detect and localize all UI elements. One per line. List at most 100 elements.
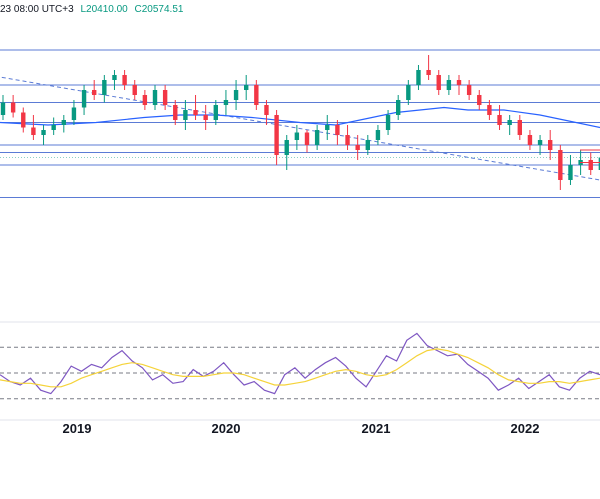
candle-body [335,125,340,135]
trend-line [0,76,600,181]
candle-body [233,90,239,100]
candle-14 [142,90,148,110]
candle-body [213,105,218,120]
candle-20 [203,105,208,130]
candle-body [365,140,370,150]
candle-12 [122,70,127,90]
candle-40 [406,80,411,105]
candle-13 [132,80,137,100]
candle-body [598,157,600,170]
candle-6 [61,115,66,133]
candle-51 [517,115,522,140]
candle-19 [193,95,198,120]
candle-body [264,105,269,115]
candle-body [588,160,593,170]
rsi-ma-line [0,348,600,388]
candle-29 [294,125,300,150]
candle-body [31,127,36,135]
candle-1 [10,95,16,118]
candle-10 [102,75,107,103]
candle-43 [436,70,441,95]
candle-16 [162,85,168,110]
price-range-marker [580,149,600,163]
candle-49 [497,105,502,130]
candle-body [0,102,6,115]
candle-body [10,102,16,113]
candle-33 [335,120,340,145]
candle-body [466,85,472,95]
candle-body [173,105,178,120]
candle-body [537,140,543,145]
candle-body [507,120,512,125]
candle-body [274,115,279,155]
candle-body [92,90,97,95]
candle-21 [213,100,218,125]
candle-body [21,112,26,128]
x-tick-label-2022: 2022 [511,421,540,436]
candle-body [61,120,66,125]
candle-body [294,132,300,140]
candle-47 [477,90,482,110]
candle-31 [314,125,320,150]
candle-9 [92,80,97,100]
candle-body [112,75,117,80]
ohlc-header: 23 08:00 UTC+3 L20410.00 C20574.51 [0,0,187,20]
candle-44 [446,75,452,95]
candle-body [132,85,137,95]
candle-body [304,132,310,145]
candle-4 [41,125,46,145]
candle-53 [537,135,543,155]
candle-body [71,107,77,120]
x-tick-label-2020: 2020 [212,421,241,436]
candle-body [426,70,431,75]
candle-27 [274,110,279,165]
candle-body [345,135,350,145]
candle-36 [365,135,370,155]
candle-body [284,140,289,155]
candle-23 [233,80,239,110]
candle-body [244,85,249,90]
candle-7 [71,100,77,125]
candle-18 [183,100,188,130]
candle-body [254,85,259,105]
candle-body [385,115,391,130]
candle-25 [254,80,259,110]
candle-52 [527,130,533,150]
moving-average-line [0,106,600,129]
candle-24 [244,75,249,100]
candle-11 [112,70,117,90]
candle-59 [598,157,600,170]
price-pane [0,49,600,198]
candle-56 [568,155,573,185]
candle-22 [223,90,229,115]
candle-46 [466,80,472,100]
candle-body [446,80,452,90]
candle-55 [558,145,563,190]
candle-body [122,75,127,85]
candle-body [375,130,381,140]
candle-body [456,80,462,85]
candle-body [325,125,330,130]
candle-50 [507,115,512,135]
candle-body [314,130,320,145]
candle-8 [81,85,87,115]
candle-body [41,130,46,135]
candle-body [406,85,411,100]
candle-body [223,100,229,105]
candle-body [568,165,573,180]
candle-54 [548,130,553,160]
candle-body [396,100,401,115]
rsi-line [0,332,600,395]
candle-37 [375,125,381,145]
candle-body [51,125,56,130]
candle-48 [487,100,492,120]
candle-body [142,95,148,105]
candle-58 [588,152,593,175]
candle-body [203,115,208,120]
candle-15 [152,85,158,110]
candle-body [162,90,168,105]
candle-body [193,110,198,115]
candle-body [558,150,563,180]
